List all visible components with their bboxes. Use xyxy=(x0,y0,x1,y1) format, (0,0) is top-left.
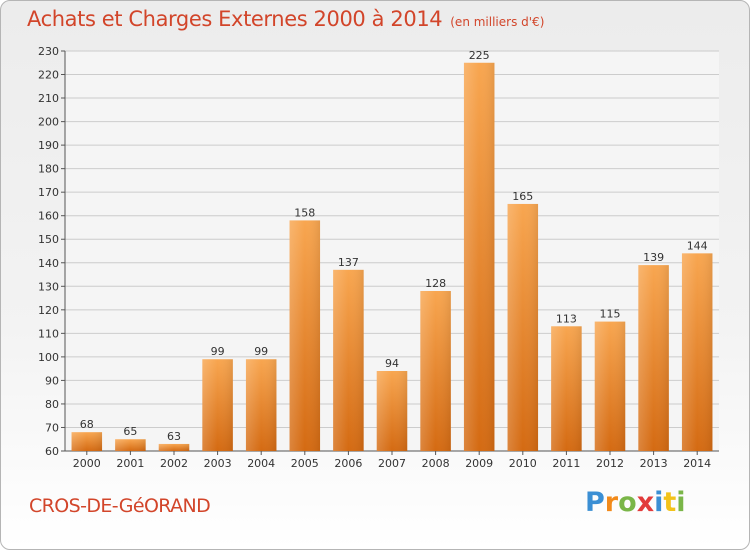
bar-shade xyxy=(638,265,669,451)
y-tick-label: 80 xyxy=(45,398,59,411)
bar-value-label: 165 xyxy=(512,190,533,203)
logo-letter: i xyxy=(676,487,686,518)
bar-shade xyxy=(376,371,408,451)
bar-value-label: 99 xyxy=(254,345,268,358)
y-tick-label: 230 xyxy=(38,45,59,58)
x-tick-label: 2002 xyxy=(160,457,188,470)
bar-value-label: 128 xyxy=(425,277,446,290)
bar-shade xyxy=(333,269,364,451)
logo-letter: x xyxy=(636,487,655,518)
bar-value-label: 65 xyxy=(123,425,137,438)
bar-shade xyxy=(71,432,103,451)
chart-title: Achats et Charges Externes 2000 à 2014 (e… xyxy=(27,7,544,31)
bar-value-label: 68 xyxy=(80,418,94,431)
x-tick-label: 2007 xyxy=(378,457,406,470)
logo-letter: r xyxy=(604,487,619,518)
x-tick-label: 2005 xyxy=(291,457,319,470)
y-tick-label: 150 xyxy=(38,233,59,246)
y-tick-label: 100 xyxy=(38,351,59,364)
commune-name: CROS-DE-GéORAND xyxy=(29,495,211,517)
y-tick-label: 180 xyxy=(38,163,59,176)
bar-value-label: 113 xyxy=(556,312,577,325)
x-tick-label: 2013 xyxy=(640,457,668,470)
bar-shade xyxy=(507,203,539,451)
bar-shade xyxy=(245,359,277,451)
bar-value-label: 63 xyxy=(167,430,181,443)
y-tick-label: 60 xyxy=(45,445,59,458)
bar-shade xyxy=(594,321,626,451)
chart-title-text: Achats et Charges Externes 2000 à 2014 xyxy=(27,7,443,31)
bar-value-label: 94 xyxy=(385,357,399,370)
bar-value-label: 225 xyxy=(469,49,490,62)
x-tick-label: 2001 xyxy=(116,457,144,470)
x-tick-label: 2000 xyxy=(73,457,101,470)
x-tick-label: 2014 xyxy=(683,457,711,470)
bar-shade xyxy=(551,326,582,451)
chart-subtitle: (en milliers d'€) xyxy=(450,15,545,29)
x-tick-label: 2011 xyxy=(552,457,580,470)
logo-letter: P xyxy=(585,487,605,518)
x-tick-label: 2006 xyxy=(334,457,362,470)
y-tick-label: 190 xyxy=(38,139,59,152)
bar-shade xyxy=(420,291,451,451)
x-tick-label: 2009 xyxy=(465,457,493,470)
proxiti-logo[interactable]: Proxiti xyxy=(585,487,686,518)
y-tick-label: 90 xyxy=(45,374,59,387)
x-tick-label: 2010 xyxy=(509,457,537,470)
y-tick-label: 130 xyxy=(38,280,59,293)
y-tick-label: 200 xyxy=(38,116,59,129)
bar-value-label: 99 xyxy=(211,345,225,358)
bar-value-label: 139 xyxy=(643,251,664,264)
bar-value-label: 144 xyxy=(687,239,708,252)
y-tick-label: 110 xyxy=(38,327,59,340)
x-tick-label: 2003 xyxy=(204,457,232,470)
y-tick-label: 120 xyxy=(38,304,59,317)
bar-shade xyxy=(202,359,233,451)
y-tick-label: 160 xyxy=(38,210,59,223)
bar-value-label: 137 xyxy=(338,256,359,269)
y-tick-label: 170 xyxy=(38,186,59,199)
x-tick-label: 2008 xyxy=(422,457,450,470)
x-tick-label: 2012 xyxy=(596,457,624,470)
bar-shade xyxy=(463,62,495,451)
bar-shade xyxy=(115,439,146,451)
y-tick-label: 220 xyxy=(38,69,59,82)
bar-value-label: 158 xyxy=(294,206,315,219)
bar-value-label: 115 xyxy=(600,308,621,321)
y-tick-label: 210 xyxy=(38,92,59,105)
logo-letter: i xyxy=(654,487,664,518)
x-tick-label: 2004 xyxy=(247,457,275,470)
y-tick-label: 70 xyxy=(45,421,59,434)
bar-shade xyxy=(289,220,321,451)
logo-letter: o xyxy=(618,487,637,518)
logo-letter: t xyxy=(663,487,677,518)
y-tick-label: 140 xyxy=(38,257,59,270)
bar-shade xyxy=(681,253,713,451)
bar-shade xyxy=(158,443,190,451)
